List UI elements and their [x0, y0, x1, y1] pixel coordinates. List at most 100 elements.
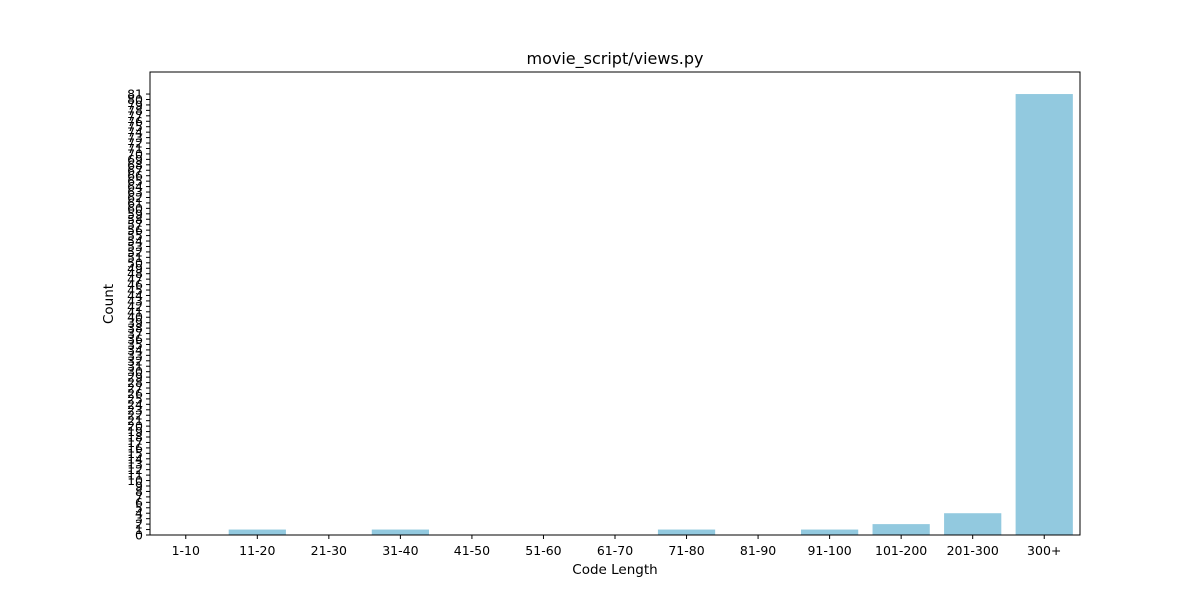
- y-tick-label: 49: [127, 261, 143, 276]
- y-tick-label: 5: [135, 500, 143, 515]
- y-tick-label: 40: [127, 310, 143, 325]
- bar-300+: [1015, 94, 1073, 536]
- y-tick-label: 12: [127, 462, 143, 477]
- bar-71-80: [657, 529, 716, 535]
- y-tick-label: 81: [127, 87, 143, 102]
- x-tick-label: 201-300: [947, 543, 999, 558]
- x-tick-label: 300+: [1027, 543, 1061, 558]
- y-tick-label: 44: [127, 288, 143, 303]
- y-tick-label: 47: [127, 272, 143, 287]
- y-tick-label: 2: [135, 517, 143, 532]
- y-tick-label: 16: [127, 440, 143, 455]
- y-tick-label: 30: [127, 364, 143, 379]
- y-tick-label: 80: [127, 92, 143, 107]
- y-tick-label: 42: [127, 299, 143, 314]
- y-tick-label: 41: [127, 304, 143, 319]
- y-tick-label: 8: [135, 484, 143, 499]
- y-tick-label: 74: [127, 125, 143, 140]
- plot-frame: [149, 71, 1081, 536]
- y-tick-label: 61: [127, 195, 143, 210]
- y-tick-label: 71: [127, 141, 143, 156]
- y-tick-label: 57: [127, 217, 143, 232]
- x-tick-label: 51-60: [525, 543, 561, 558]
- y-tick-label: 39: [127, 315, 143, 330]
- y-tick-label: 26: [127, 386, 143, 401]
- y-tick-label: 65: [127, 174, 143, 189]
- x-tick-label: 21-30: [311, 543, 347, 558]
- y-tick-label: 43: [127, 293, 143, 308]
- y-tick-label: 66: [127, 168, 143, 183]
- y-tick-label: 24: [127, 397, 143, 412]
- y-tick-label: 3: [135, 511, 143, 526]
- y-tick-label: 46: [127, 277, 143, 292]
- bar-201-300: [944, 513, 1002, 535]
- y-tick-label: 21: [127, 413, 143, 428]
- y-tick-label: 33: [127, 348, 143, 363]
- y-tick-label: 58: [127, 212, 143, 227]
- bar-31-40: [371, 529, 429, 535]
- y-tick-label: 53: [127, 239, 143, 254]
- bar-91-100: [801, 529, 859, 535]
- y-tick-label: 6: [135, 495, 143, 510]
- y-tick-label: 69: [127, 152, 143, 167]
- y-tick-label: 62: [127, 190, 143, 205]
- y-tick-label: 19: [127, 424, 143, 439]
- y-tick-label: 27: [127, 381, 143, 396]
- y-tick-label: 34: [127, 342, 143, 357]
- y-tick-label: 11: [127, 468, 143, 483]
- y-tick-label: 23: [127, 402, 143, 417]
- y-tick-label: 15: [127, 446, 143, 461]
- y-axis-label: Count: [101, 284, 117, 324]
- x-tick-label: 31-40: [382, 543, 418, 558]
- y-tick-label: 68: [127, 157, 143, 172]
- y-tick-label: 45: [127, 283, 143, 298]
- y-tick-label: 56: [127, 223, 143, 238]
- y-tick-label: 48: [127, 266, 143, 281]
- y-tick-label: 14: [127, 451, 143, 466]
- y-tick-label: 18: [127, 430, 143, 445]
- y-tick-label: 32: [127, 353, 143, 368]
- y-tick-label: 4: [135, 506, 143, 521]
- y-tick-label: 70: [127, 146, 143, 161]
- x-tick-label: 71-80: [668, 543, 704, 558]
- x-axis-label: Code Length: [572, 562, 657, 578]
- y-tick-label: 75: [127, 119, 143, 134]
- y-tick-label: 22: [127, 408, 143, 423]
- y-tick-label: 9: [135, 479, 143, 494]
- y-tick-label: 0: [135, 528, 143, 543]
- y-tick-label: 77: [127, 108, 143, 123]
- y-tick-label: 76: [127, 114, 143, 129]
- y-tick-label: 59: [127, 206, 143, 221]
- x-tick-label: 91-100: [807, 543, 851, 558]
- y-tick-label: 73: [127, 130, 143, 145]
- y-tick-label: 36: [127, 332, 143, 347]
- y-tick-label: 72: [127, 136, 143, 151]
- y-tick-label: 79: [127, 97, 143, 112]
- y-tick-label: 78: [127, 103, 143, 118]
- y-tick-label: 38: [127, 321, 143, 336]
- x-tick-label: 41-50: [454, 543, 490, 558]
- x-tick-label: 11-20: [239, 543, 275, 558]
- y-tick-label: 25: [127, 391, 143, 406]
- y-tick-label: 35: [127, 337, 143, 352]
- bar-101-200: [872, 524, 930, 535]
- y-tick-label: 20: [127, 419, 143, 434]
- y-tick-label: 7: [135, 489, 143, 504]
- y-tick-label: 63: [127, 185, 143, 200]
- y-tick-label: 31: [127, 359, 143, 374]
- y-tick-label: 29: [127, 370, 143, 385]
- x-tick-label: 61-70: [597, 543, 633, 558]
- chart-title: movie_script/views.py: [527, 49, 704, 69]
- y-tick-label: 1: [135, 522, 143, 537]
- y-tick-label: 64: [127, 179, 143, 194]
- y-tick-label: 55: [127, 228, 143, 243]
- y-tick-label: 10: [127, 473, 143, 488]
- x-tick-label: 1-10: [172, 543, 200, 558]
- y-tick-label: 17: [127, 435, 143, 450]
- y-tick-label: 51: [127, 250, 143, 265]
- plot-area: 1-10 11-20 21-30 31-40 41-50 51-60 61-70 71-80 8…: [127, 71, 1081, 558]
- y-tick-label: 52: [127, 244, 143, 259]
- y-tick-label: 28: [127, 375, 143, 390]
- y-tick-label: 67: [127, 163, 143, 178]
